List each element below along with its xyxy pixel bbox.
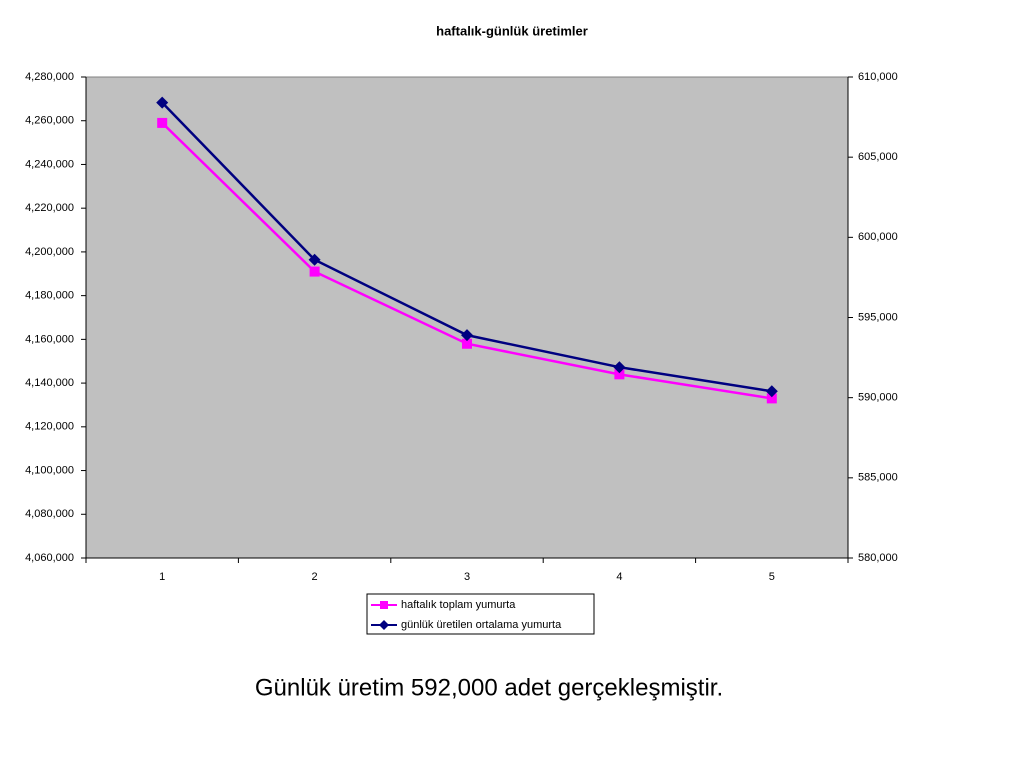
point — [309, 266, 320, 277]
point — [461, 329, 473, 342]
y2-tick-label: 610,000 — [858, 71, 898, 83]
x-tick-label: 5 — [769, 571, 775, 583]
x-tick-label: 2 — [312, 571, 318, 583]
y-tick-label: 4,080,000 — [25, 508, 74, 520]
point — [766, 393, 777, 404]
x-tick-label: 4 — [616, 571, 622, 583]
caption: Günlük üretim 592,000 adet gerçekleşmişt… — [255, 674, 723, 701]
y-tick-label: 4,180,000 — [25, 290, 74, 302]
point — [156, 96, 169, 109]
point — [613, 361, 626, 374]
y2-tick-label: 605,000 — [858, 151, 898, 163]
y2-tick-label: 580,000 — [858, 552, 898, 564]
point — [614, 369, 625, 380]
chart-title: haftalık-günlük üretimler — [436, 23, 588, 38]
point — [462, 338, 472, 349]
y-tick-label: 4,240,000 — [25, 158, 74, 170]
y-tick-label: 4,060,000 — [25, 552, 74, 564]
y-tick-label: 4,160,000 — [25, 333, 74, 345]
y-tick-label: 4,280,000 — [25, 71, 74, 83]
point — [308, 253, 321, 266]
legend — [366, 593, 595, 635]
legend-marker — [379, 620, 389, 630]
point — [765, 385, 778, 398]
y2-tick-label: 590,000 — [858, 392, 898, 404]
plot-area — [85, 76, 849, 559]
x-tick-label: 1 — [159, 571, 165, 583]
y-tick-label: 4,140,000 — [25, 377, 74, 389]
y-tick-label: 4,260,000 — [25, 115, 74, 127]
y-tick-label: 4,200,000 — [25, 246, 74, 258]
y2-tick-label: 595,000 — [858, 311, 898, 323]
legend-label: günlük üretilen ortalama yumurta — [401, 619, 562, 631]
y2-tick-label: 600,000 — [858, 231, 898, 243]
legend-marker — [380, 601, 388, 609]
x-tick-label: 3 — [464, 571, 470, 583]
y-tick-label: 4,120,000 — [25, 421, 74, 433]
y-tick-label: 4,220,000 — [25, 202, 74, 214]
y2-tick-label: 585,000 — [858, 472, 898, 484]
y-tick-label: 4,100,000 — [25, 464, 74, 476]
legend-label: haftalık toplam yumurta — [401, 599, 516, 611]
point — [157, 117, 168, 128]
